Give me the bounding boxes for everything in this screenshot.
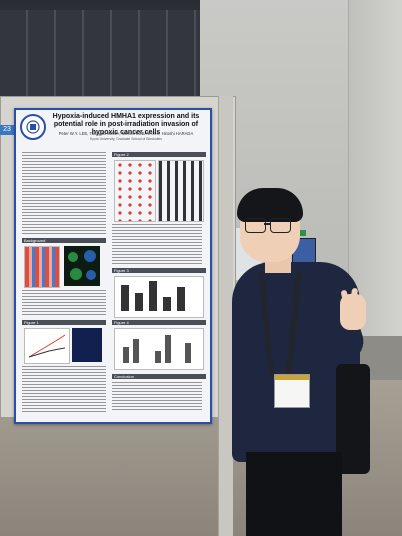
glasses-bridge [264,223,270,225]
university-seal-icon [20,114,46,140]
exit-sign [294,230,306,236]
person-pants [246,452,342,536]
heatmap-figure [24,246,60,288]
conclusion-text [112,382,202,412]
glasses-icon [270,218,291,233]
section-conclusion: Conclusion [112,374,206,379]
board-pole [218,96,233,536]
figure1-text [22,366,106,412]
diagram-figure [114,160,156,222]
section-figure1: Figure 1 [22,320,106,325]
line-chart-figure [24,328,70,364]
poster-authors: Peter W.Y. LEE, Takayuki SUWA, Minoru KO… [58,131,194,136]
section-figure4: Figure 4 [112,320,206,325]
poster-affiliation: Kyoto University, Graduate School of Bio… [90,137,162,141]
background-text [22,290,106,316]
figure4-chart [114,328,204,370]
blot-figure [114,276,204,318]
figure2-text [112,224,202,264]
glasses-icon [245,218,266,233]
name-badge [274,374,310,408]
microscopy-figure [64,246,100,286]
poster-title: Hypoxia-induced HMHA1 expression and its… [52,113,200,136]
research-poster: Hypoxia-induced HMHA1 expression and its… [14,108,212,424]
intro-text [22,152,106,236]
bar-chart-figure [158,160,204,222]
section-background: Background [22,238,106,243]
section-figure3: Figure 3 [112,268,206,273]
cell-image-figure [72,328,102,362]
person-hair [237,188,303,222]
section-figure2: Figure 2 [112,152,206,157]
pillar [348,0,402,336]
board-number: 23 [0,125,14,135]
